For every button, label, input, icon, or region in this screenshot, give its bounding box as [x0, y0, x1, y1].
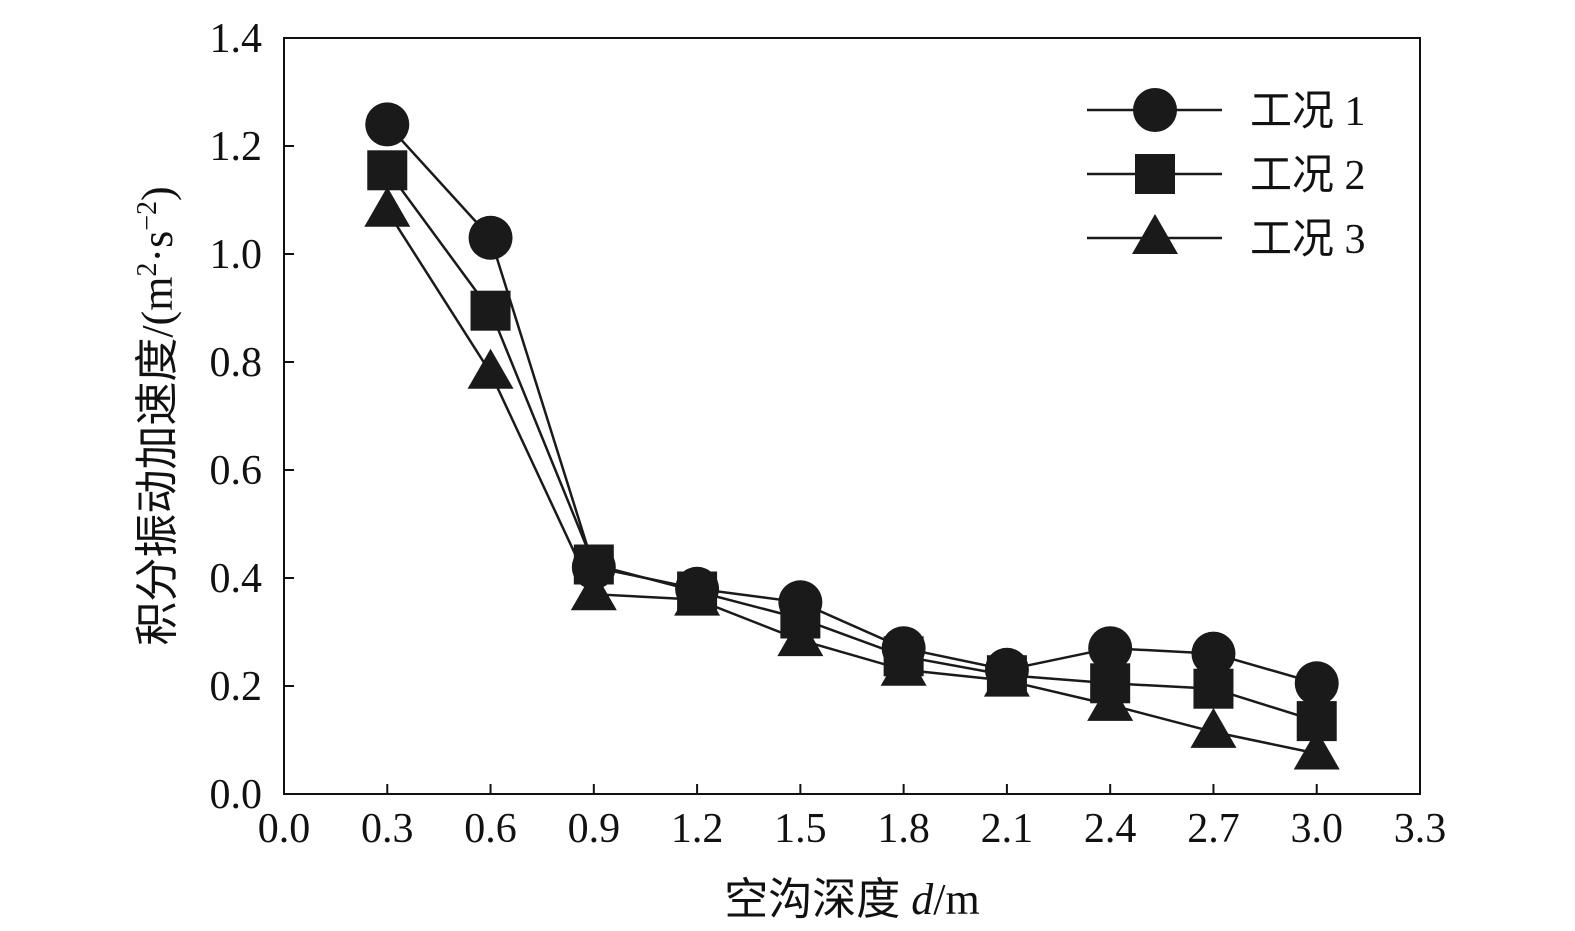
x-tick-label: 1.2	[671, 806, 724, 852]
series-1-point	[1191, 631, 1236, 676]
x-tick-label: 0.3	[361, 806, 414, 852]
series-1-point	[1294, 661, 1339, 706]
series-3-point	[674, 575, 721, 616]
y-tick-label: 0.4	[210, 556, 263, 602]
legend-label: 工况 3	[1250, 217, 1366, 263]
y-axis-title-mid: ·s	[133, 231, 182, 263]
legend-marker	[1133, 88, 1177, 132]
x-tick-label: 3.0	[1290, 806, 1343, 852]
x-axis-title: 空沟深度 d/m	[724, 875, 979, 924]
legend: 工况 1 工况 2 工况 3	[1087, 88, 1366, 263]
legend-item-2: 工况 2	[1087, 153, 1366, 199]
y-axis-title-group: 积分振动加速度/(m2·s−2)	[132, 186, 182, 645]
series-1-line	[386, 123, 1318, 685]
legend-label: 工况 2	[1250, 153, 1366, 199]
x-tick-label: 0.6	[464, 806, 517, 852]
x-tick-label: 1.5	[774, 806, 827, 852]
series-3-point	[880, 645, 927, 686]
legend-item-3: 工况 3	[1087, 214, 1366, 263]
y-tick-label: 0.6	[210, 448, 263, 494]
series-1-point	[468, 215, 513, 260]
series-1-point	[365, 102, 410, 147]
legend-marker	[1135, 154, 1175, 194]
legend-label: 工况 1	[1250, 89, 1366, 135]
y-axis-title-sup2: −2	[132, 201, 163, 231]
x-tick-label: 2.1	[981, 806, 1034, 852]
series-3-point	[983, 656, 1030, 697]
y-tick-label: 1.2	[210, 124, 263, 170]
series-2-point	[470, 290, 511, 331]
legend-marker	[1132, 214, 1178, 254]
y-tick-label: 0.8	[210, 340, 263, 386]
series-3-line	[386, 210, 1317, 755]
series-3-point	[467, 348, 514, 389]
series-2-line	[386, 169, 1318, 723]
series-3-point	[570, 570, 617, 611]
x-tick-label: 2.7	[1187, 806, 1240, 852]
series-3-point	[1190, 707, 1237, 748]
series-1	[365, 102, 1339, 706]
series-3-point	[1087, 680, 1134, 721]
series-3-point	[777, 616, 824, 657]
y-axis-title-end: )	[133, 186, 182, 201]
x-axis-title-unit: /m	[933, 875, 979, 924]
series-1-point	[1088, 626, 1133, 671]
series-3-point	[1293, 729, 1340, 770]
series-3	[364, 186, 1340, 770]
x-axis-title-variable: d	[911, 875, 934, 924]
y-tick-label: 0.0	[210, 772, 263, 818]
x-tick-label: 0.9	[568, 806, 621, 852]
series-3-point	[364, 186, 411, 227]
y-axis-title: 积分振动加速度/(m2·s−2)	[132, 186, 182, 645]
y-axis-title-sup1: 2	[132, 263, 163, 277]
x-tick-label: 2.4	[1084, 806, 1137, 852]
y-tick-label: 1.0	[210, 232, 263, 278]
series-2-point	[1193, 668, 1234, 709]
x-tick-label: 1.8	[877, 806, 930, 852]
x-axis-title-prefix: 空沟深度	[724, 875, 911, 924]
x-tick-label: 0.0	[258, 806, 311, 852]
x-tick-label: 3.3	[1394, 806, 1447, 852]
y-axis-title-main: 积分振动加速度/(m	[133, 277, 182, 646]
y-tick-label: 0.2	[210, 664, 263, 710]
legend-item-1: 工况 1	[1087, 88, 1366, 135]
y-tick-label: 1.4	[210, 16, 263, 62]
series-2-point	[367, 150, 408, 191]
plot-frame	[283, 37, 1421, 795]
